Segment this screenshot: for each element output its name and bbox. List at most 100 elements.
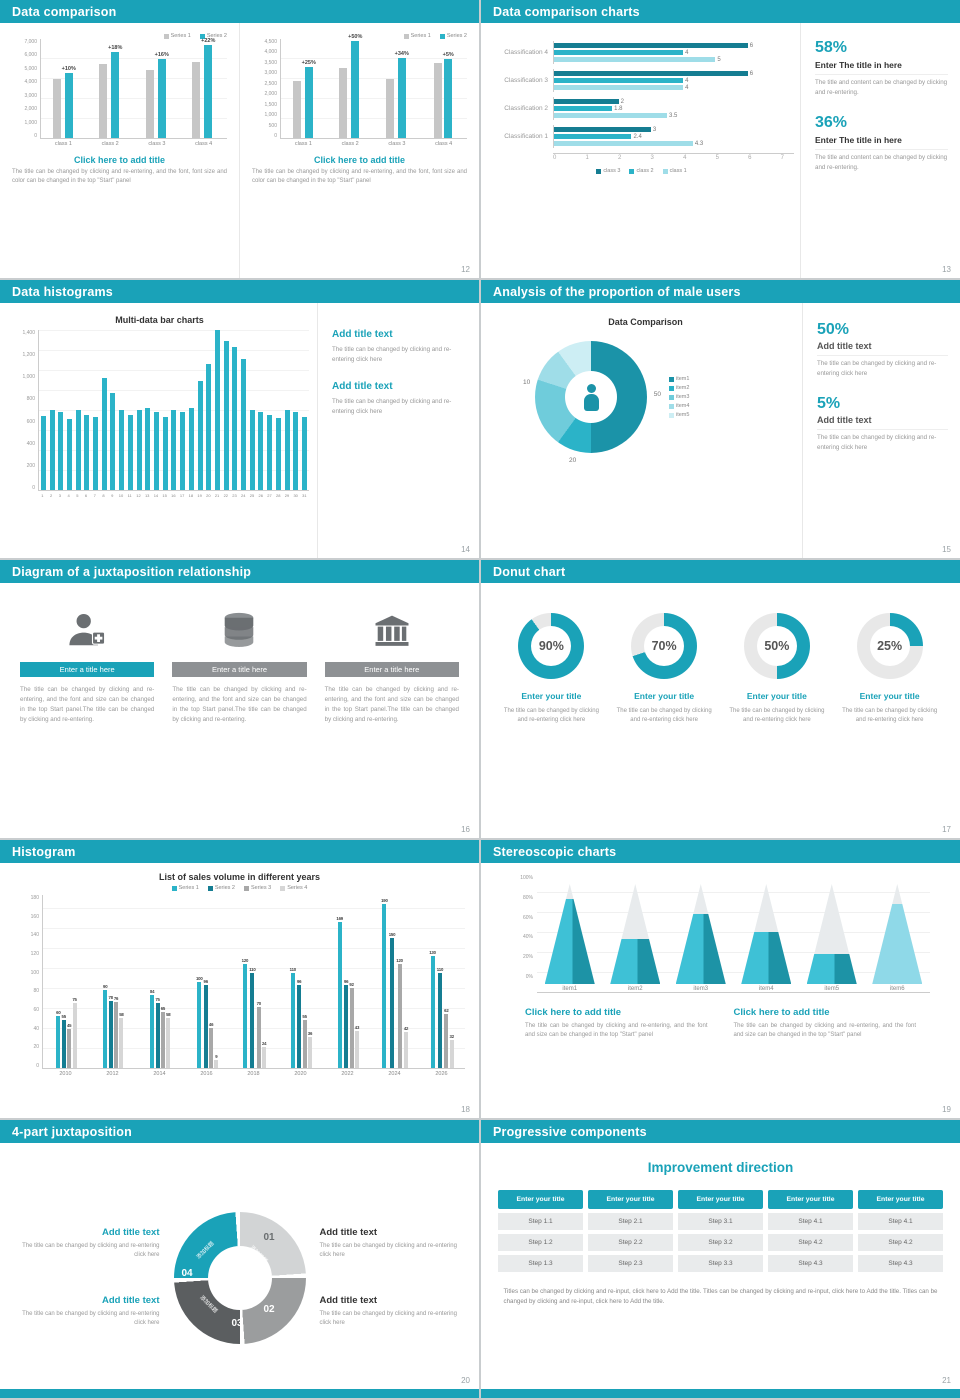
step-cell[interactable]: Step 2.1 — [588, 1213, 673, 1230]
cone-shape — [741, 884, 792, 984]
bar — [101, 378, 107, 490]
x-axis-labels: 2010 2012 2014 2016 2018 2020 2022 2024 2026 — [42, 1069, 465, 1077]
bar-value-label: 75 — [155, 997, 160, 1003]
step-cell[interactable]: Step 4.2 — [858, 1234, 943, 1251]
cone-shape — [872, 884, 923, 984]
bar-group: 90 78 76 58 — [90, 895, 137, 1068]
slide-content: Improvement direction Enter your title St… — [481, 1160, 960, 1398]
bar — [554, 50, 684, 55]
step-cell[interactable]: Step 4.1 — [858, 1213, 943, 1230]
ring-diagram: 01 02 03 04 添加标题 添加标题 添加标题 添加标题 — [160, 1198, 320, 1358]
slide-20-four-part-juxtaposition[interactable]: 4-part juxtaposition Add title text The … — [0, 1120, 479, 1398]
step-cell[interactable]: Step 4.2 — [768, 1234, 853, 1251]
step-cell[interactable]: Step 3.1 — [678, 1213, 763, 1230]
chart-legend: Series 1 Series 2 Series 3 Series 4 — [14, 885, 465, 891]
item-title-button[interactable]: Enter a title here — [20, 662, 155, 677]
step-cell[interactable]: Step 2.2 — [588, 1234, 673, 1251]
block-title[interactable]: Add title text — [101, 1226, 160, 1238]
step-column-header[interactable]: Enter your title — [858, 1190, 943, 1209]
block-text: The title can be changed by clicking and… — [332, 346, 452, 363]
x-axis-label: 7 — [93, 493, 96, 498]
legend-label: Series 1 — [410, 33, 431, 39]
bar — [554, 99, 619, 104]
slide-title: Data comparison charts — [493, 4, 640, 19]
slide-15-male-users-proportion[interactable]: Analysis of the proportion of male users… — [481, 280, 960, 558]
step-cell[interactable]: Step 4.3 — [858, 1255, 943, 1272]
slide-17-donut-chart[interactable]: Donut chart 90% Enter your title The tit… — [481, 560, 960, 838]
page-number: 20 — [461, 1376, 470, 1385]
caption-title[interactable]: Click here to add title — [313, 155, 406, 165]
bar — [554, 78, 684, 83]
bar — [192, 61, 201, 138]
bar-value-label: 55 — [61, 1014, 67, 1020]
legend-swatch — [403, 33, 409, 39]
slide-14-data-histograms[interactable]: Data histograms Multi-data bar charts 1,… — [0, 280, 479, 558]
block-title[interactable]: Add title text — [101, 1294, 160, 1306]
slide-title: Donut chart — [493, 564, 566, 579]
x-axis-label: 2018 — [247, 1071, 260, 1077]
bar-value-label: 46 — [208, 1022, 214, 1028]
caption-title[interactable]: Click here to add title — [73, 155, 166, 165]
segment-number: 03 — [231, 1317, 243, 1329]
steps-grid: Enter your title Step 1.1 Step 1.2 Step 1.3… — [481, 1190, 960, 1272]
stat-title[interactable]: Add title text — [817, 415, 872, 426]
step-column-header[interactable]: Enter your title — [588, 1190, 673, 1209]
caption-title[interactable]: Click here to add title — [733, 1007, 830, 1018]
step-cell[interactable]: Step 2.3 — [588, 1255, 673, 1272]
item-title-button[interactable]: Enter a title here — [324, 662, 459, 677]
block-title[interactable]: Add title text — [319, 1294, 378, 1306]
x-axis-label: class 4 — [195, 141, 213, 147]
bar — [554, 127, 651, 132]
x-axis-label: 27 — [267, 493, 272, 498]
block-title[interactable]: Add title text — [332, 329, 393, 340]
legend-swatch — [207, 885, 213, 891]
legend-item: Series 1 — [403, 33, 431, 39]
bar-value-label: 190 — [381, 897, 388, 903]
category-label: Classification 1 — [504, 133, 548, 140]
caption-title[interactable]: Click here to add title — [525, 1007, 622, 1018]
step-column-header[interactable]: Enter your title — [678, 1190, 763, 1209]
block-title[interactable]: Add title text — [332, 380, 393, 392]
slide-19-stereoscopic-charts[interactable]: Stereoscopic charts 100% 80% 60% 40% 20% 0% it… — [481, 840, 960, 1118]
stat-title[interactable]: Enter The title in here — [815, 60, 902, 70]
step-cell[interactable]: Step 1.1 — [498, 1213, 583, 1230]
stat-title[interactable]: Add title text — [817, 341, 872, 351]
bar-value-label: 110 — [249, 966, 256, 972]
slide-16-juxtaposition-relationship[interactable]: Diagram of a juxtaposition relationship … — [0, 560, 479, 838]
step-column-header[interactable]: Enter your title — [768, 1190, 853, 1209]
bar — [304, 66, 313, 138]
step-cell[interactable]: Step 4.1 — [768, 1213, 853, 1230]
slide-12-data-comparison[interactable]: Data comparison Series 1 Series 2 7,000 6,… — [0, 0, 479, 278]
item-title-button[interactable]: Enter a title here — [172, 662, 307, 677]
block-title[interactable]: Add title text — [319, 1226, 378, 1238]
bar-group: +34% — [374, 39, 421, 138]
stat-title[interactable]: Enter The title in here — [815, 135, 902, 146]
legend-label: Series 3 — [251, 885, 272, 891]
slide-title-bar: Data comparison — [0, 0, 479, 23]
step-cell[interactable]: Step 3.3 — [678, 1255, 763, 1272]
legend-swatch — [669, 385, 674, 391]
step-cell[interactable]: Step 1.2 — [498, 1234, 583, 1251]
step-cell[interactable]: Step 1.3 — [498, 1255, 583, 1272]
text-block: Add title text The title can be changed … — [16, 1294, 160, 1329]
slide-21-progressive-components[interactable]: Progressive components Improvement direc… — [481, 1120, 960, 1398]
text-panel: Add title text The title can be changed … — [317, 303, 479, 558]
slide-13-data-comparison-charts[interactable]: Data comparison charts Classification 4 6… — [481, 0, 960, 278]
bar-value-label: 90 — [103, 984, 108, 990]
bar-value-label: 9 — [215, 1054, 218, 1060]
slide-title: 4-part juxtaposition — [12, 1124, 132, 1139]
donut-title[interactable]: Enter your title — [746, 691, 807, 701]
donut-title[interactable]: Enter your title — [521, 691, 582, 701]
step-column-header[interactable]: Enter your title — [498, 1190, 583, 1209]
step-cell[interactable]: Step 3.2 — [678, 1234, 763, 1251]
category-label: Classification 3 — [504, 77, 548, 84]
bar — [349, 988, 354, 1068]
donut-title[interactable]: Enter your title — [859, 691, 920, 701]
step-cell[interactable]: Step 4.3 — [768, 1255, 853, 1272]
donut-item: 50% Enter your title The title can be ch… — [727, 613, 828, 838]
slide-18-histogram[interactable]: Histogram List of sales volume in differ… — [0, 840, 479, 1118]
slide-title: Histogram — [12, 844, 76, 859]
legend-swatch — [163, 33, 169, 39]
donut-title[interactable]: Enter your title — [634, 691, 695, 701]
slide-content: 100% 80% 60% 40% 20% 0% item1 item2 item3 item4 it… — [481, 863, 960, 1041]
